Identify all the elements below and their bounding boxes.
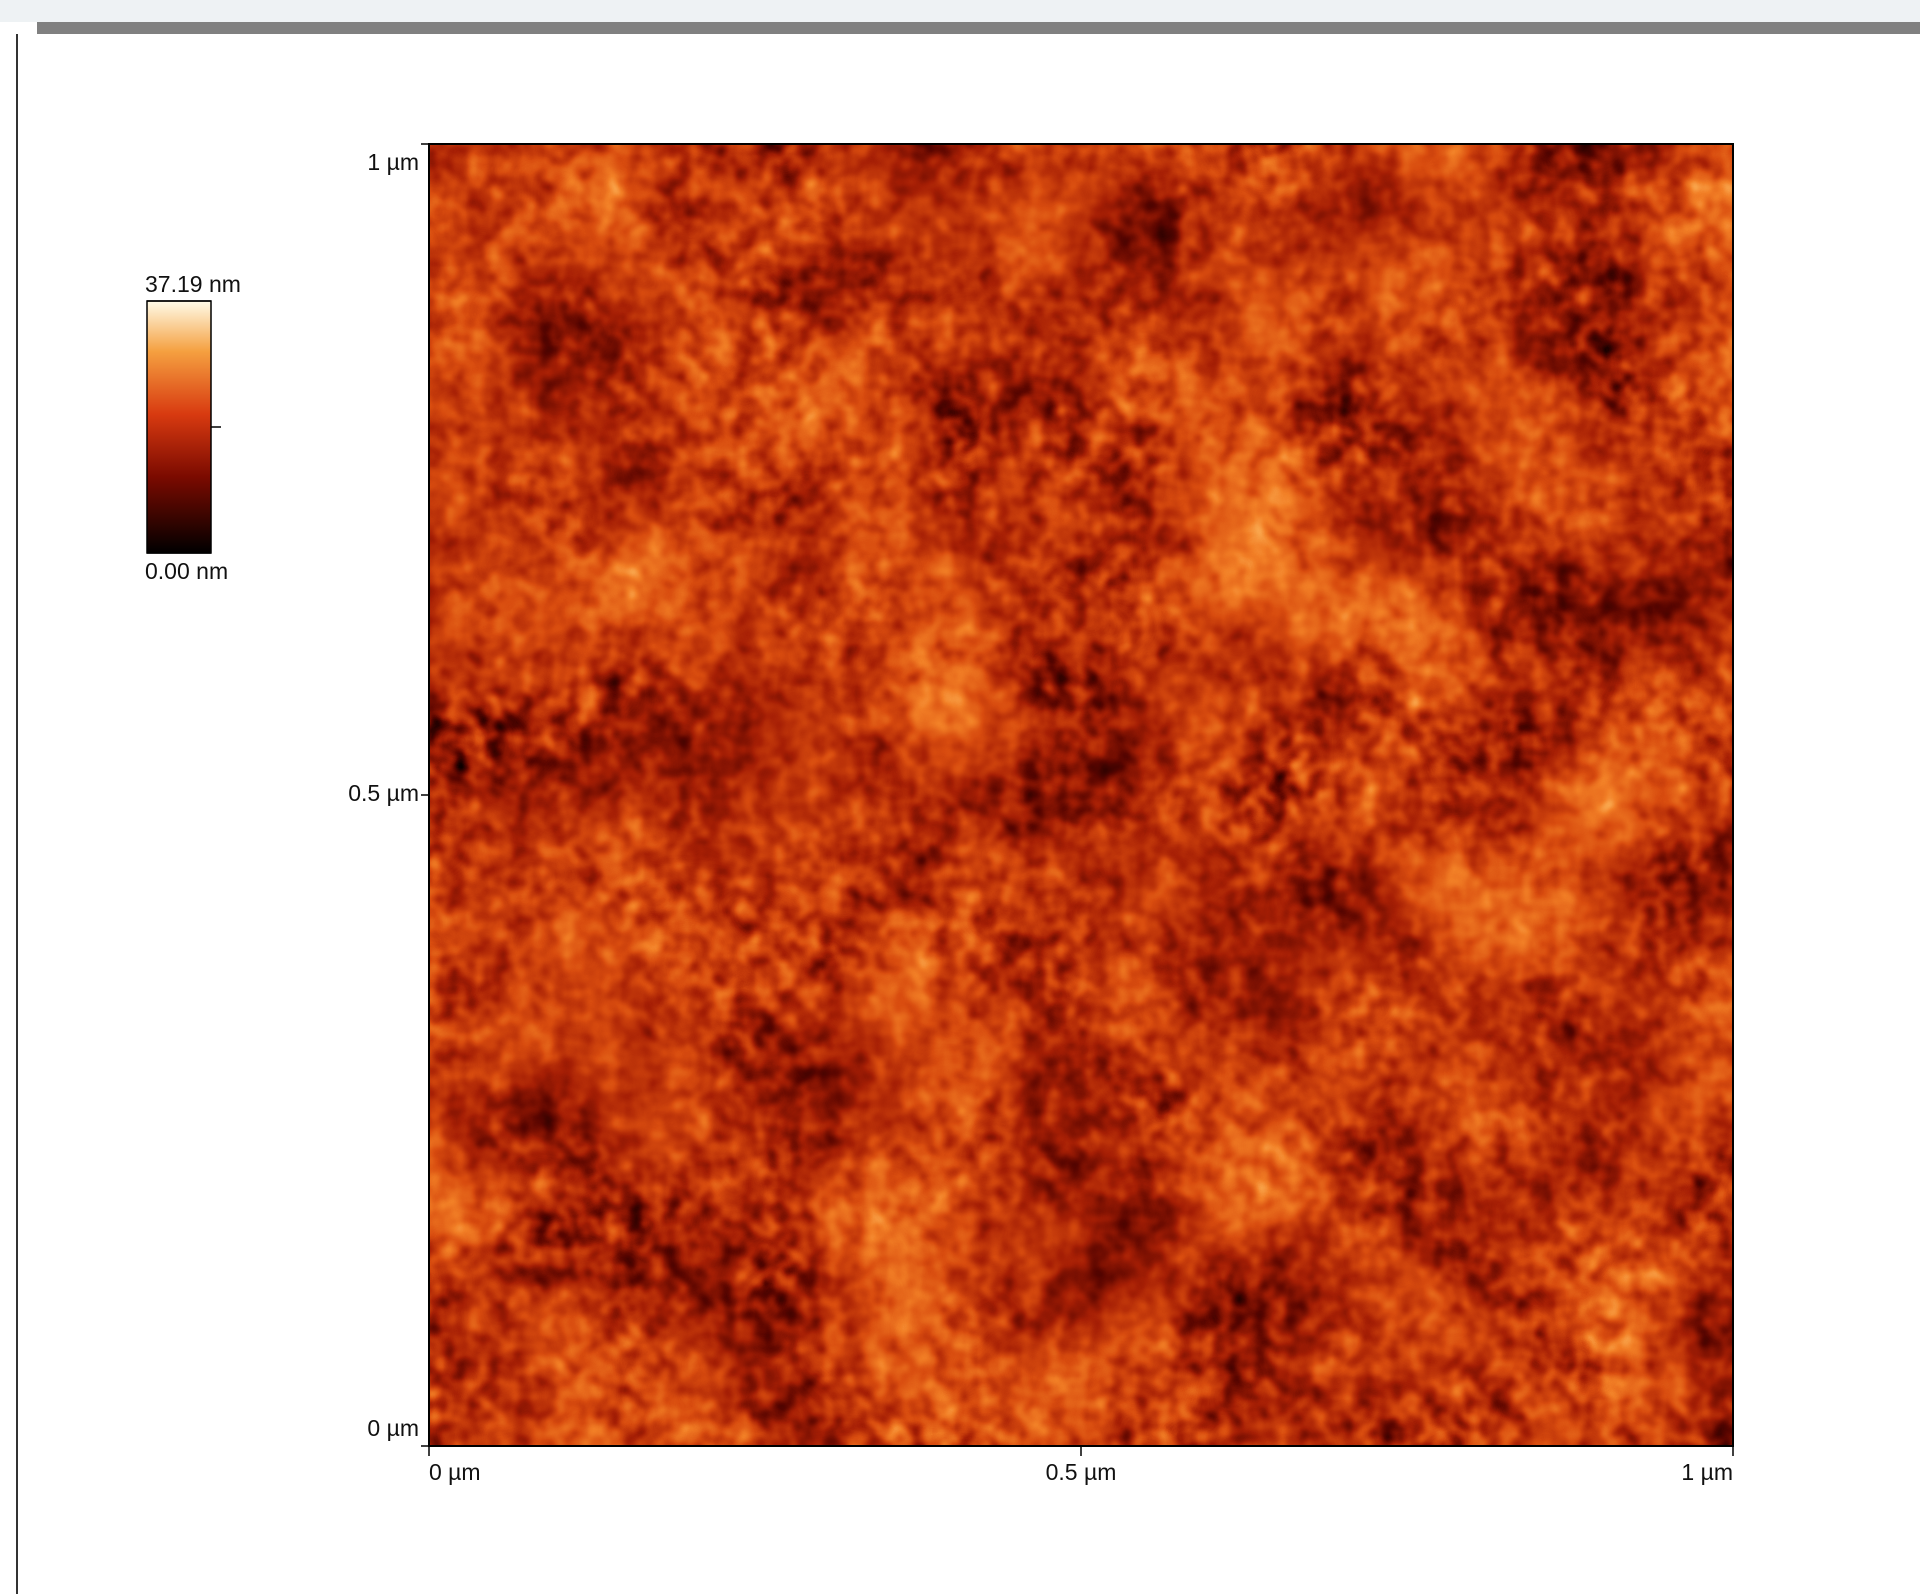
window-top	[0, 0, 1920, 22]
screenshot: 0 µm 0.5 µm 1 µm 0 µm 0.5 µm 1 µm 0.00 nm 37.19…	[0, 0, 1920, 1594]
x-tick-label: 1 µm	[1681, 1459, 1733, 1485]
colorbar-label: 0.00 nm	[145, 558, 228, 584]
y-tick-label: 1 µm	[367, 149, 419, 175]
x-tick-label: 0 µm	[429, 1459, 481, 1485]
colorbar	[147, 301, 211, 553]
y-tick-label: 0.5 µm	[348, 780, 419, 806]
title-bar	[37, 22, 1920, 34]
colorbar-label: 37.19 nm	[145, 271, 241, 297]
height-map	[429, 144, 1733, 1446]
x-tick-label: 0.5 µm	[1046, 1459, 1117, 1485]
y-tick-label: 0 µm	[367, 1415, 419, 1441]
